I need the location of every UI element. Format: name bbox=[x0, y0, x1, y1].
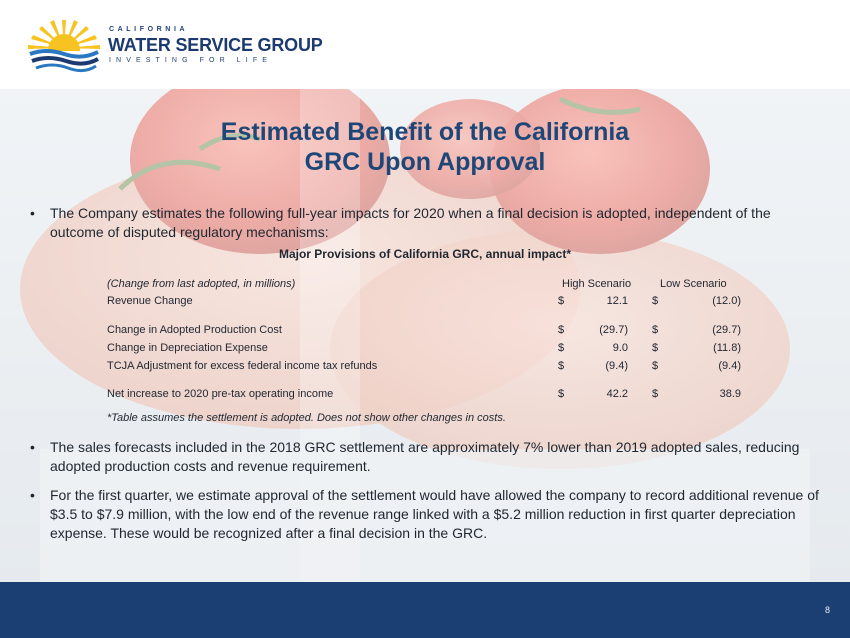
title-line-1: Estimated Benefit of the California bbox=[220, 118, 630, 146]
page-title: Estimated Benefit of the California GRC … bbox=[0, 117, 850, 177]
header: CALIFORNIA WATER SERVICE GROUP INVESTING… bbox=[0, 0, 850, 89]
high-value: 9.0 bbox=[612, 342, 628, 354]
background-photo bbox=[0, 89, 850, 582]
table-footnote-text: *Table assumes the settlement is adopted… bbox=[107, 412, 506, 424]
low-value: (12.0) bbox=[712, 295, 741, 307]
high-value: 12.1 bbox=[606, 295, 628, 307]
bullet-3-text: For the first quarter, we estimate appro… bbox=[50, 487, 819, 541]
bullet-dot: • bbox=[30, 205, 35, 221]
table-row: Net increase to 2020 pre-tax operating i… bbox=[107, 388, 757, 404]
currency-symbol: $ bbox=[652, 342, 659, 354]
low-value: (29.7) bbox=[712, 324, 741, 336]
title-line-2: GRC Upon Approval bbox=[304, 148, 546, 176]
low-value: (9.4) bbox=[718, 360, 741, 372]
row-label: TCJA Adjustment for excess federal incom… bbox=[107, 360, 378, 372]
table-row: Change in Adopted Production Cost $ (29.… bbox=[107, 324, 757, 340]
currency-symbol: $ bbox=[652, 295, 659, 307]
footer-bar: 8 bbox=[0, 582, 850, 638]
bullet-1-text: The Company estimates the following full… bbox=[50, 205, 771, 240]
low-value: (11.8) bbox=[713, 342, 741, 354]
table-heading: Major Provisions of California GRC, annu… bbox=[278, 247, 572, 261]
logo-top-text: CALIFORNIA bbox=[109, 26, 189, 33]
currency-symbol: $ bbox=[558, 342, 565, 354]
high-value: 42.2 bbox=[606, 388, 628, 400]
high-value: (9.4) bbox=[605, 360, 628, 372]
currency-symbol: $ bbox=[558, 295, 565, 307]
table-header-row: (Change from last adopted, in millions) … bbox=[107, 278, 757, 294]
table-row: TCJA Adjustment for excess federal incom… bbox=[107, 360, 757, 376]
logo-main-text: WATER SERVICE GROUP bbox=[108, 35, 323, 55]
bullet-dot: • bbox=[30, 487, 35, 503]
row-label: Change in Adopted Production Cost bbox=[107, 324, 282, 336]
currency-symbol: $ bbox=[558, 324, 565, 336]
currency-symbol: $ bbox=[558, 360, 565, 372]
row-label: Revenue Change bbox=[107, 295, 193, 307]
column-low-scenario: Low Scenario bbox=[660, 278, 727, 290]
page-number: 8 bbox=[824, 605, 830, 615]
bullet-dot: • bbox=[30, 439, 35, 455]
table-unit-note: (Change from last adopted, in millions) bbox=[107, 278, 296, 290]
column-high-scenario: High Scenario bbox=[562, 278, 632, 290]
background-veil bbox=[0, 89, 850, 582]
low-value: 38.9 bbox=[719, 388, 741, 400]
table-row: Change in Depreciation Expense $ 9.0 $ (… bbox=[107, 342, 757, 358]
currency-symbol: $ bbox=[558, 388, 565, 400]
currency-symbol: $ bbox=[652, 360, 659, 372]
row-label: Change in Depreciation Expense bbox=[107, 342, 268, 354]
currency-symbol: $ bbox=[652, 324, 659, 336]
table-footnote: *Table assumes the settlement is adopted… bbox=[107, 412, 757, 428]
currency-symbol: $ bbox=[652, 388, 659, 400]
row-label: Net increase to 2020 pre-tax operating i… bbox=[107, 388, 334, 400]
high-value: (29.7) bbox=[599, 324, 628, 336]
logo-tagline: INVESTING FOR LIFE bbox=[109, 57, 272, 64]
bullet-2-text: The sales forecasts included in the 2018… bbox=[50, 439, 800, 474]
table-row: Revenue Change $ 12.1 $ (12.0) bbox=[107, 295, 757, 311]
sun-wave-logo-icon bbox=[26, 20, 102, 74]
